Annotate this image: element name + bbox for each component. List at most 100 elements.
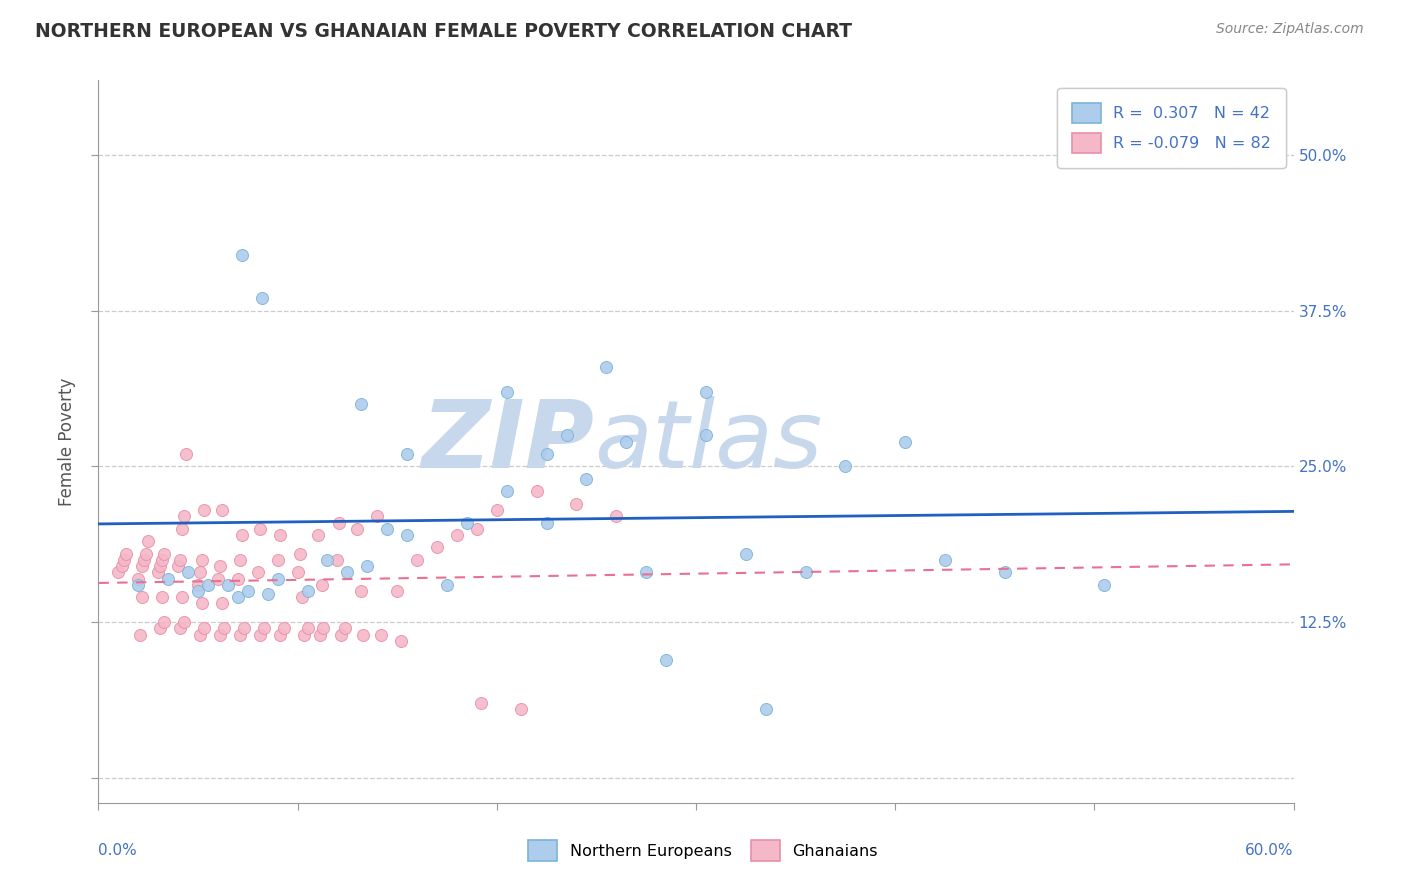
Point — [174, 447, 197, 461]
Point — [308, 627, 330, 641]
Point — [396, 528, 419, 542]
Point — [217, 578, 239, 592]
Y-axis label: Female Poverty: Female Poverty — [58, 377, 76, 506]
Point — [794, 566, 817, 580]
Point — [755, 702, 778, 716]
Point — [187, 584, 209, 599]
Point — [426, 541, 449, 555]
Point — [253, 621, 276, 635]
Point — [328, 516, 350, 530]
Text: Source: ZipAtlas.com: Source: ZipAtlas.com — [1216, 22, 1364, 37]
Point — [193, 503, 215, 517]
Point — [269, 528, 291, 542]
Point — [112, 553, 135, 567]
Text: ZIP: ZIP — [422, 395, 595, 488]
Point — [226, 591, 249, 605]
Point — [231, 248, 253, 262]
Point — [246, 566, 269, 580]
Point — [366, 509, 388, 524]
Point — [148, 566, 170, 580]
Point — [273, 621, 295, 635]
Point — [636, 566, 658, 580]
Point — [356, 559, 378, 574]
Legend: R =  0.307   N = 42, R = -0.079   N = 82: R = 0.307 N = 42, R = -0.079 N = 82 — [1057, 88, 1285, 168]
Point — [173, 509, 195, 524]
Text: NORTHERN EUROPEAN VS GHANAIAN FEMALE POVERTY CORRELATION CHART: NORTHERN EUROPEAN VS GHANAIAN FEMALE POV… — [35, 22, 852, 41]
Point — [131, 591, 153, 605]
Point — [385, 584, 409, 599]
Point — [193, 621, 215, 635]
Point — [232, 621, 254, 635]
Point — [287, 566, 309, 580]
Point — [208, 559, 231, 574]
Point — [311, 578, 333, 592]
Point — [485, 503, 508, 517]
Point — [207, 572, 229, 586]
Point — [127, 572, 149, 586]
Point — [336, 566, 359, 580]
Point — [326, 553, 349, 567]
Point — [316, 553, 339, 567]
Point — [994, 566, 1017, 580]
Point — [465, 522, 488, 536]
Point — [292, 627, 315, 641]
Point — [495, 484, 517, 499]
Point — [346, 522, 368, 536]
Point — [655, 652, 678, 666]
Point — [191, 597, 214, 611]
Point — [169, 621, 191, 635]
Text: atlas: atlas — [595, 396, 823, 487]
Point — [107, 566, 129, 580]
Point — [312, 621, 335, 635]
Point — [211, 597, 233, 611]
Point — [288, 547, 311, 561]
Point — [229, 627, 252, 641]
Point — [249, 627, 271, 641]
Point — [236, 584, 259, 599]
Point — [187, 578, 209, 592]
Point — [267, 553, 290, 567]
Point — [1092, 578, 1115, 592]
Point — [256, 586, 278, 600]
Point — [446, 528, 468, 542]
Point — [167, 559, 190, 574]
Point — [136, 534, 159, 549]
Point — [335, 621, 357, 635]
Point — [173, 615, 195, 630]
Point — [509, 702, 531, 716]
Point — [191, 553, 214, 567]
Point — [249, 522, 271, 536]
Point — [211, 503, 233, 517]
Point — [695, 384, 717, 399]
Point — [169, 553, 191, 567]
Point — [149, 559, 172, 574]
Point — [834, 459, 856, 474]
Point — [127, 578, 149, 592]
Point — [934, 553, 956, 567]
Point — [350, 397, 373, 411]
Point — [153, 615, 176, 630]
Point — [370, 627, 392, 641]
Point — [226, 572, 249, 586]
Point — [115, 547, 138, 561]
Point — [131, 559, 153, 574]
Point — [555, 428, 578, 442]
Point — [229, 553, 252, 567]
Point — [605, 509, 627, 524]
Point — [188, 566, 211, 580]
Point — [406, 553, 429, 567]
Point — [894, 434, 917, 449]
Point — [389, 633, 412, 648]
Point — [595, 359, 617, 374]
Point — [208, 627, 231, 641]
Legend: Northern Europeans, Ghanaians: Northern Europeans, Ghanaians — [513, 826, 893, 875]
Point — [231, 528, 253, 542]
Point — [456, 516, 478, 530]
Point — [575, 472, 598, 486]
Point — [470, 696, 492, 710]
Point — [734, 547, 756, 561]
Point — [129, 627, 152, 641]
Point — [134, 553, 156, 567]
Text: 60.0%: 60.0% — [1246, 843, 1294, 857]
Point — [172, 591, 194, 605]
